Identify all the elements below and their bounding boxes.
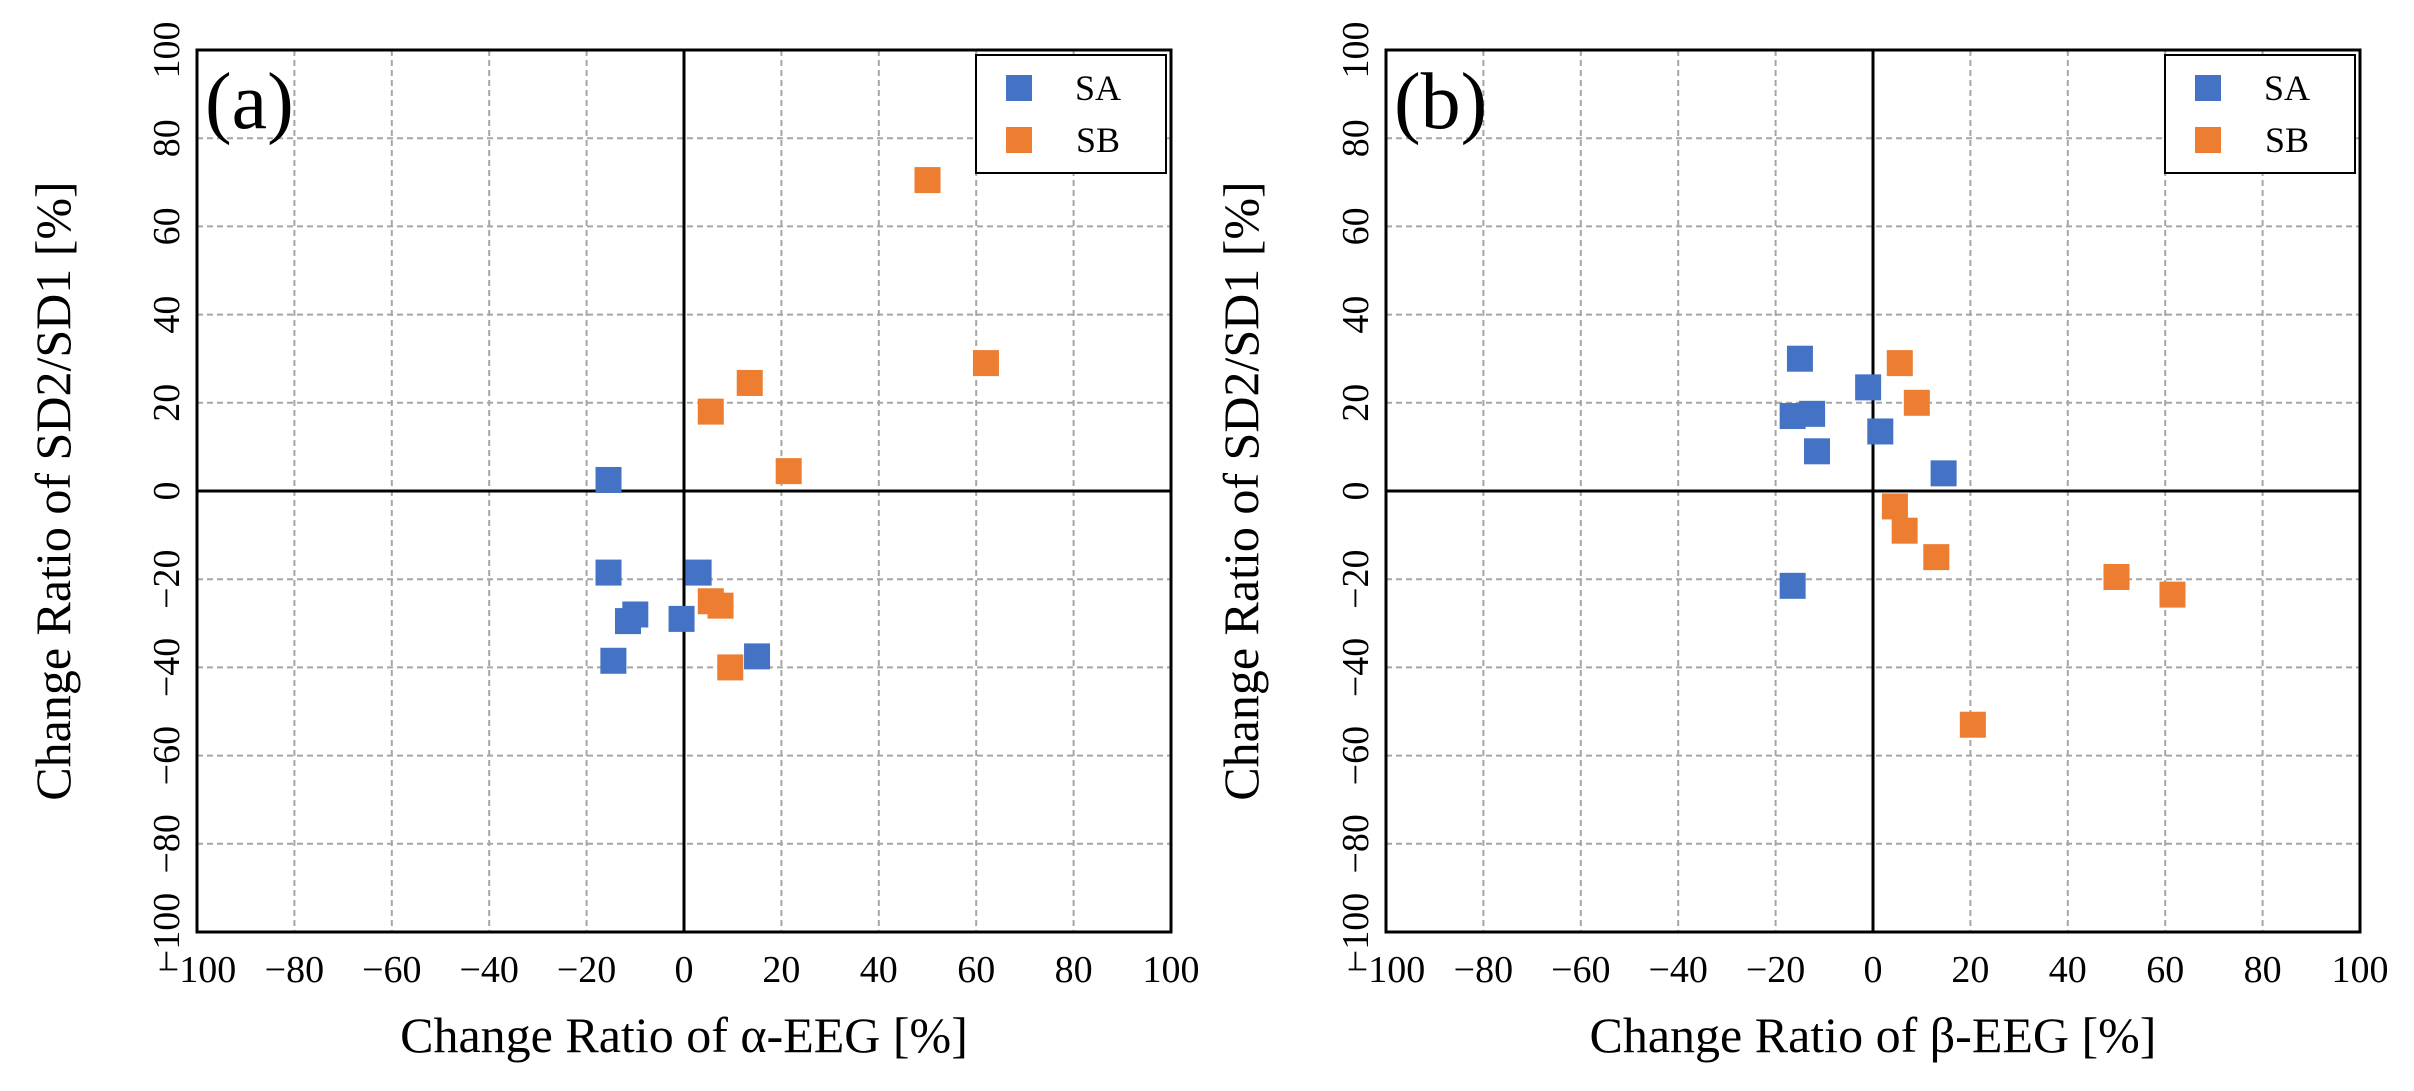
x-tick-label: −60	[362, 949, 421, 991]
data-point-sb	[2103, 563, 2130, 590]
data-point-sb	[1881, 493, 1908, 520]
data-point-sa	[668, 605, 695, 632]
data-point-sa	[1779, 572, 1806, 599]
data-point-sb	[1903, 389, 1930, 416]
y-tick-label: −100	[1335, 893, 1377, 971]
data-point-sb	[717, 654, 744, 681]
x-tick-label: −20	[557, 949, 616, 991]
data-point-sa	[744, 643, 771, 670]
data-point-sb	[1891, 517, 1918, 544]
y-tick-label: 20	[146, 384, 188, 422]
data-point-sa	[595, 466, 622, 493]
plot-frame	[195, 48, 1173, 934]
y-axis-label: Change Ratio of SD2/SD1 [%]	[1213, 181, 1269, 800]
x-tick-label: 40	[860, 949, 898, 991]
legend-label-sb: SB	[1076, 120, 1120, 160]
data-point-sb	[972, 350, 999, 377]
y-tick-label: 60	[146, 207, 188, 245]
data-point-sa	[1867, 418, 1894, 445]
data-point-sa	[685, 559, 712, 586]
x-tick-label: 60	[2146, 949, 2184, 991]
x-tick-label: −40	[1648, 949, 1707, 991]
legend-marker-sa	[2195, 75, 2221, 101]
data-point-sa	[600, 647, 627, 674]
y-tick-label: −80	[146, 814, 188, 873]
y-tick-label: −20	[1335, 549, 1377, 608]
x-tick-label: 0	[1864, 949, 1883, 991]
y-tick-label: 40	[146, 296, 188, 334]
data-point-sb	[1886, 350, 1913, 377]
data-point-sb	[697, 398, 724, 425]
x-axis-label: Change Ratio of α-EEG [%]	[400, 1007, 968, 1063]
x-tick-label: 80	[1055, 949, 1093, 991]
y-tick-label: 40	[1335, 296, 1377, 334]
data-point-sa	[622, 601, 649, 628]
y-axis-label: Change Ratio of SD2/SD1 [%]	[25, 181, 81, 800]
x-tick-label: −100	[158, 949, 236, 991]
chart-panel-0: −100 −80 −60 −40 −20 0 20 40 60 80 100 −100 −80 −60 −4…	[25, 22, 1200, 1064]
legend-label-sa: SA	[2264, 68, 2310, 108]
legend-marker-sb	[2195, 127, 2221, 153]
y-tick-label: 100	[146, 22, 188, 79]
data-point-sb	[914, 167, 941, 194]
y-tick-label: −100	[146, 893, 188, 971]
data-point-sa	[1803, 438, 1830, 465]
x-axis-label: Change Ratio of β-EEG [%]	[1590, 1007, 2157, 1063]
data-point-sa	[1786, 345, 1813, 372]
x-tick-label: 0	[675, 949, 694, 991]
x-tick-label: 100	[1143, 949, 1200, 991]
y-tick-label: −40	[1335, 638, 1377, 697]
x-tick-label: −60	[1551, 949, 1610, 991]
y-tick-label: −80	[1335, 814, 1377, 873]
y-tick-label: 20	[1335, 384, 1377, 422]
x-tick-label: 20	[1951, 949, 1989, 991]
y-tick-label: −40	[146, 638, 188, 697]
x-tick-label: 20	[762, 949, 800, 991]
x-tick-label: 60	[957, 949, 995, 991]
y-tick-label: 80	[1335, 119, 1377, 157]
legend-marker-sa	[1006, 75, 1032, 101]
data-point-sb	[736, 369, 763, 396]
legend-label-sb: SB	[2265, 120, 2309, 160]
data-point-sb	[707, 592, 734, 619]
x-tick-label: −100	[1347, 949, 1425, 991]
x-tick-label: 40	[2049, 949, 2087, 991]
data-point-sb	[2159, 581, 2186, 608]
data-point-sa	[595, 559, 622, 586]
data-point-sb	[1923, 544, 1950, 571]
x-tick-label: −20	[1746, 949, 1805, 991]
x-tick-label: −40	[459, 949, 518, 991]
panel-label: (a)	[205, 58, 294, 146]
y-tick-label: −60	[1335, 726, 1377, 785]
legend-box	[2164, 54, 2356, 174]
data-point-sb	[775, 458, 802, 485]
legend-label-sa: SA	[1075, 68, 1121, 108]
plot-frame	[1384, 48, 2362, 934]
legend-marker-sb	[1006, 127, 1032, 153]
x-tick-label: 80	[2244, 949, 2282, 991]
x-tick-label: −80	[265, 949, 324, 991]
y-tick-label: −20	[146, 549, 188, 608]
data-point-sa	[1799, 400, 1826, 427]
legend-box	[975, 54, 1167, 174]
y-tick-label: 0	[146, 482, 188, 501]
data-point-sb	[1959, 711, 1986, 738]
y-tick-label: 80	[146, 119, 188, 157]
x-tick-label: 100	[2332, 949, 2389, 991]
x-tick-label: −80	[1454, 949, 1513, 991]
y-tick-label: 60	[1335, 207, 1377, 245]
panel-label: (b)	[1394, 58, 1487, 146]
data-point-sa	[1855, 374, 1882, 401]
chart-panel-1: −100 −80 −60 −40 −20 0 20 40 60 80 100 −100 −80 −60 −4…	[1213, 22, 2389, 1064]
y-tick-label: 100	[1335, 22, 1377, 79]
data-point-sa	[1930, 460, 1957, 487]
y-tick-label: −60	[146, 726, 188, 785]
y-tick-label: 0	[1335, 482, 1377, 501]
